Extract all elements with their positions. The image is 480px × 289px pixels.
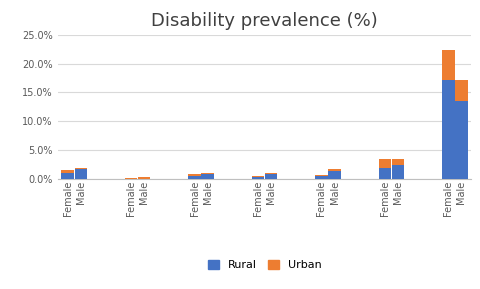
Bar: [391, 159, 403, 165]
Bar: [441, 80, 454, 179]
Bar: [74, 169, 87, 179]
Bar: [455, 80, 467, 101]
Bar: [201, 173, 214, 174]
Bar: [328, 169, 340, 171]
Bar: [314, 175, 327, 176]
Bar: [61, 170, 73, 173]
Bar: [251, 177, 264, 179]
Bar: [188, 176, 200, 179]
Bar: [188, 174, 200, 176]
Legend: Rural, Urban: Rural, Urban: [207, 260, 321, 270]
Bar: [61, 173, 73, 179]
Bar: [138, 177, 150, 179]
Bar: [125, 178, 137, 179]
Title: Disability prevalence (%): Disability prevalence (%): [151, 12, 377, 30]
Bar: [251, 176, 264, 177]
Bar: [378, 168, 390, 179]
Bar: [328, 171, 340, 179]
Bar: [264, 173, 277, 174]
Bar: [455, 101, 467, 179]
Bar: [441, 50, 454, 80]
Bar: [201, 174, 214, 179]
Bar: [378, 159, 390, 168]
Bar: [314, 176, 327, 179]
Bar: [74, 168, 87, 169]
Bar: [264, 174, 277, 179]
Bar: [391, 165, 403, 179]
